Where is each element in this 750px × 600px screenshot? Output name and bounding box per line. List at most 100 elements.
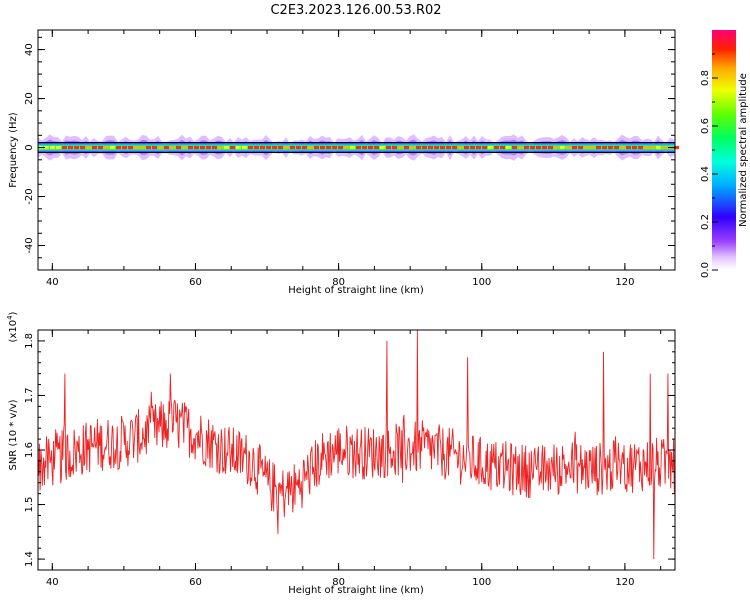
spectrogram-peak-cell <box>410 145 415 150</box>
snr-x-tick-label: 40 <box>46 577 59 588</box>
spectrogram-peak-cell <box>578 145 583 150</box>
snr-y-tick-label: 1.7 <box>24 388 35 404</box>
spectrogram-peak-cell <box>182 145 187 150</box>
spectrogram-peak-cell <box>518 145 523 150</box>
spectrogram-peak-cell <box>590 145 595 150</box>
spectrogram-peak-cell <box>398 145 403 150</box>
snr-y-tick-label: 1.5 <box>24 497 35 513</box>
colorbar-tick-label: 0.0 <box>700 262 711 278</box>
snr-panel: 40 60 80 100 120 1.8 1.7 1.6 1.5 1.4 Height of st… <box>6 311 676 596</box>
spectrogram-peak-cell <box>458 145 463 150</box>
colorbar-gradient <box>712 30 736 270</box>
spectrogram-peak-cell <box>362 145 367 150</box>
snr-series-line <box>38 330 675 560</box>
spectrogram-y-tick-label: -40 <box>24 237 35 253</box>
spectrogram-peak-cell <box>224 145 229 150</box>
spectrogram-peak-cell <box>314 145 319 150</box>
spectrogram-peak-cell <box>326 145 331 150</box>
spectrogram-peak-cell <box>416 145 421 150</box>
spectrogram-peak-cell <box>254 145 259 150</box>
spectrogram-peak-cell <box>290 145 295 150</box>
spectrogram-peak-cell <box>206 145 211 150</box>
spectrogram-peak-cell <box>164 145 169 150</box>
spectrogram-peak-cell <box>188 145 193 150</box>
spectrogram-peak-cell <box>56 145 61 150</box>
spectrogram-peak-cell <box>620 145 625 150</box>
figure-title: C2E3.2023.126.00.53.R02 <box>270 3 441 18</box>
spectrogram-peak-cell <box>596 145 601 150</box>
colorbar-tick-label: 0.8 <box>700 70 711 86</box>
spectrogram-peak-cell <box>428 145 433 150</box>
spectrogram-peak-cell <box>92 145 97 150</box>
spectrogram-peak-cell <box>308 145 313 150</box>
snr-y-tick-label: 1.6 <box>24 442 35 458</box>
spectrogram-peak-cell <box>446 145 451 150</box>
spectrogram-y-tick-label: 0 <box>24 144 35 150</box>
spectrogram-peak-cell <box>560 145 565 150</box>
snr-plot-area <box>38 330 675 560</box>
spectrogram-peak-cell <box>284 145 289 150</box>
spectrogram-peak-cell <box>242 145 247 150</box>
colorbar-ticks: 0.0 0.2 0.4 0.6 0.8 <box>700 53 718 278</box>
spectrogram-peak-cell <box>554 145 559 150</box>
snr-scale-exponent: 4 <box>6 315 14 320</box>
spectrogram-peak-cell <box>506 145 511 150</box>
snr-y-axis-label: SNR (10 * v/v) <box>8 399 19 470</box>
snr-y-tick-label: 1.8 <box>24 333 35 349</box>
colorbar-tick-label: 0.6 <box>700 118 711 134</box>
spectrogram-peak-cell <box>230 145 235 150</box>
spectrogram-peak-cell <box>134 145 139 150</box>
spectrogram-peak-cell <box>452 145 457 150</box>
spectrogram-peak-cell <box>488 145 493 150</box>
snr-x-tick-label: 60 <box>189 577 202 588</box>
spectrogram-plot-area <box>38 134 679 161</box>
spectrogram-peak-cell <box>368 145 373 150</box>
spectrogram-y-tick-label: -20 <box>24 188 35 204</box>
spectrogram-peak-cell <box>464 145 469 150</box>
spectrogram-peak-cell <box>644 145 649 150</box>
spectrogram-peak-cell <box>476 145 481 150</box>
spectrogram-peak-cell <box>608 145 613 150</box>
spectrogram-peak-cell <box>248 145 253 150</box>
spectrogram-peak-cell <box>470 145 475 150</box>
spectrogram-peak-cell <box>656 145 661 150</box>
spectrogram-peak-cell <box>146 145 151 150</box>
spectrogram-peak-cell <box>50 145 55 150</box>
snr-x-tick-label: 120 <box>615 577 634 588</box>
spectrogram-peak-cell <box>434 145 439 150</box>
spectrogram-peak-cell <box>98 145 103 150</box>
spectrogram-peak-cell <box>170 145 175 150</box>
spectrogram-peak-cell <box>440 145 445 150</box>
spectrogram-peak-cell <box>662 145 667 150</box>
snr-y-tick-label: 1.4 <box>24 551 35 567</box>
spectrogram-x-tick-label: 40 <box>46 277 59 288</box>
spectrogram-peak-cell <box>266 145 271 150</box>
spectrogram-peak-cell <box>380 145 385 150</box>
spectrogram-peak-cell <box>302 145 307 150</box>
spectrogram-peak-cell <box>272 145 277 150</box>
spectrogram-peak-cell <box>374 145 379 150</box>
snr-x-axis-label: Height of straight line (km) <box>288 585 424 596</box>
spectrogram-peak-cell <box>638 145 643 150</box>
snr-scale-prefix: (x10 <box>8 320 19 343</box>
spectrogram-peak-cell <box>482 145 487 150</box>
spectrogram-peak-cell <box>650 145 655 150</box>
spectrogram-peak-cell <box>128 145 133 150</box>
spectrogram-peak-cell <box>386 145 391 150</box>
spectrogram-frame <box>37 29 676 271</box>
spectrogram-peak-cell <box>614 145 619 150</box>
spectrogram-peak-cell <box>422 145 427 150</box>
spectrogram-peak-cell <box>194 145 199 150</box>
spectrogram-peak-cell <box>74 145 79 150</box>
spectrogram-peak-cell <box>86 145 91 150</box>
spectrogram-y-tick-label: 20 <box>24 92 35 105</box>
spectrogram-peak-cell <box>44 145 49 150</box>
spectrogram-peak-cell <box>632 145 637 150</box>
spectrogram-peak-cell <box>524 145 529 150</box>
spectrogram-peak-cell <box>584 145 589 150</box>
spectrogram-peak-cell <box>626 145 631 150</box>
spectrogram-y-axis-label: Frequency (Hz) <box>8 112 19 188</box>
spectrogram-peak-cell <box>332 145 337 150</box>
spectrogram-peak-cell <box>536 145 541 150</box>
